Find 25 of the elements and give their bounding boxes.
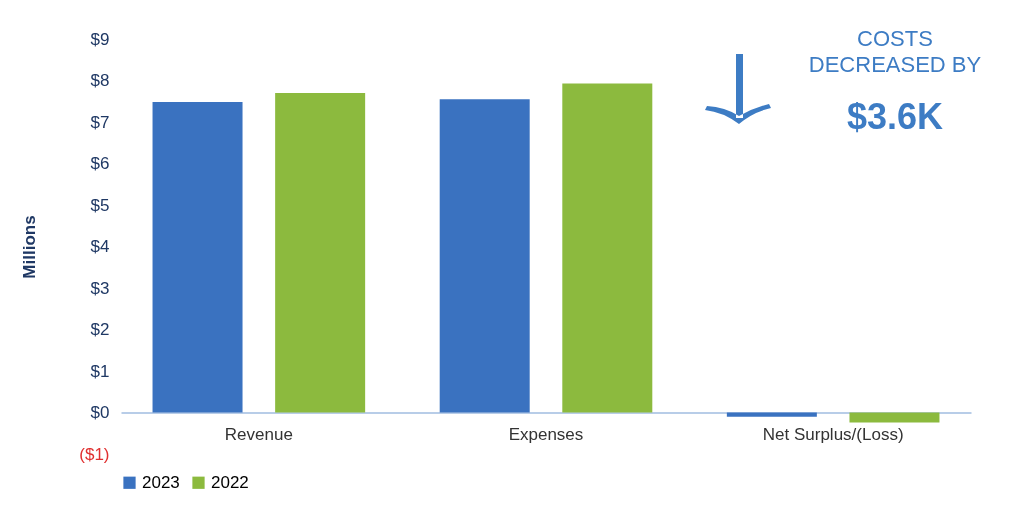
y-tick-label: $4 — [90, 237, 110, 256]
bar — [275, 92, 366, 413]
x-tick-label: Revenue — [224, 425, 293, 444]
x-tick-label: Net Surplus/(Loss) — [762, 425, 904, 444]
legend-label: 2023 — [142, 472, 180, 492]
y-tick-label: $9 — [90, 29, 110, 49]
y-tick-label: $5 — [90, 195, 110, 215]
x-tick-label: Expenses — [508, 425, 584, 444]
y-tick-label: ($1) — [79, 444, 110, 464]
y-tick-label: $1 — [90, 361, 110, 381]
y-tick-label: $6 — [90, 154, 110, 173]
bar — [849, 412, 940, 423]
y-tick-label: $0 — [90, 403, 110, 422]
legend-label: 2022 — [211, 472, 249, 492]
bar — [726, 412, 817, 417]
y-tick-label: $3 — [90, 278, 110, 298]
y-axis-title: Millions — [20, 215, 40, 279]
bar — [439, 99, 530, 413]
y-tick-label: $7 — [90, 112, 110, 132]
y-tick-label: $8 — [90, 71, 110, 90]
bar — [152, 102, 243, 413]
bar — [562, 83, 653, 413]
annotation: COSTS DECREASED BY — [807, 26, 983, 78]
y-tick-label: $2 — [90, 320, 110, 339]
annotation: $3.6K — [845, 96, 945, 138]
